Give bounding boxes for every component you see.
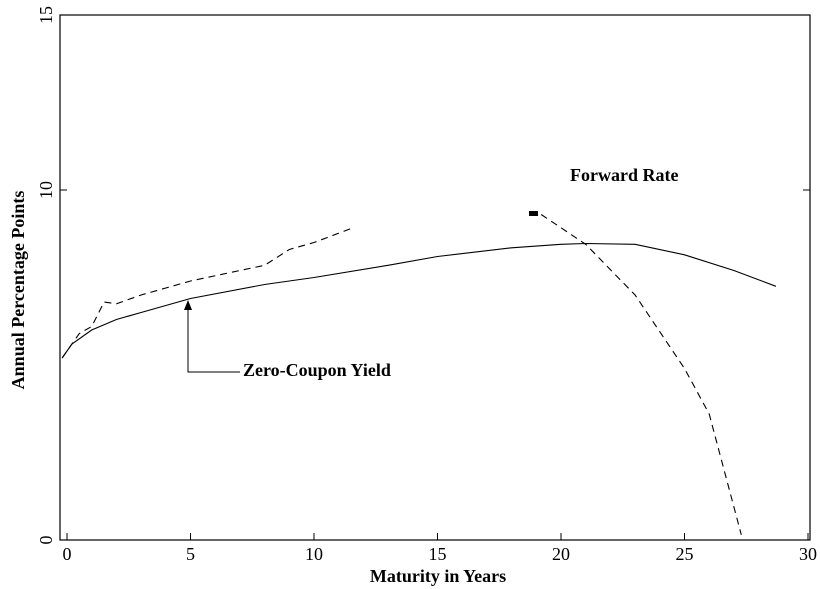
x-tick-label: 5	[186, 544, 195, 564]
annotation-arrow	[187, 304, 240, 373]
x-tick-label: 10	[305, 544, 323, 564]
x-axis-label: Maturity in Years	[370, 566, 506, 586]
x-tick-label: 15	[429, 544, 447, 564]
x-tick-label: 0	[63, 544, 72, 564]
series-line	[61, 242, 777, 359]
x-tick-label: 20	[552, 544, 570, 564]
y-tick-label: 15	[36, 6, 56, 24]
marker	[529, 211, 538, 216]
series-line	[61, 214, 742, 535]
y-tick-label: 10	[36, 181, 56, 199]
x-tick-label: 30	[799, 544, 817, 564]
y-axis-label: Annual Percentage Points	[8, 191, 28, 390]
x-tick-label: 25	[676, 544, 694, 564]
annotation: Zero-Coupon Yield	[243, 360, 391, 380]
plot-frame	[59, 14, 811, 541]
arrow-head	[184, 300, 192, 310]
annotation: Forward Rate	[570, 165, 678, 185]
y-tick-label: 0	[36, 536, 56, 545]
